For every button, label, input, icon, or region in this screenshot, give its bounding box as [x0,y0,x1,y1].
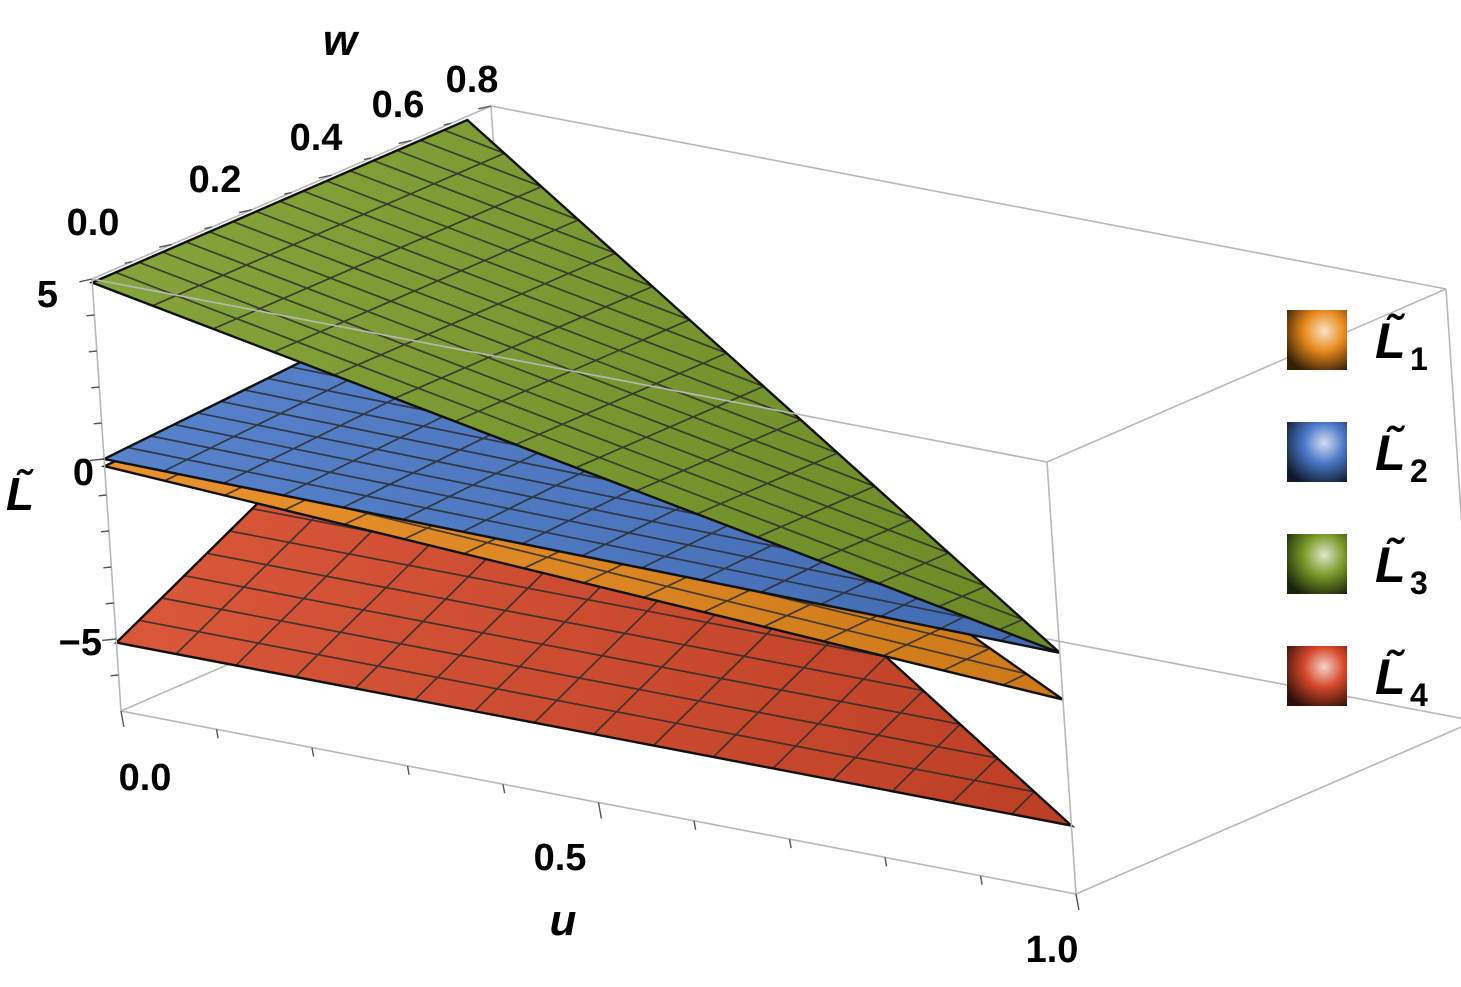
u-tick-mark [406,765,410,776]
legend-label: L̃ [1375,425,1406,481]
box-edge-back-right [1445,288,1461,525]
legend-item-l2: L̃ 2 [1287,422,1428,489]
z-tick-label-1: 0 [73,452,94,494]
surfaces [89,118,1076,828]
u-tick-mark [215,729,219,739]
z-tick-mark [90,458,105,462]
u-axis-title: u [550,896,577,945]
w-tick-mark [79,278,93,283]
legend-swatch [1287,310,1347,370]
z-tick-mark [102,638,117,642]
legend-item-l1: L̃ 1 [1287,310,1428,377]
w-tick-mark [124,261,133,264]
u-tick-label-0: 0.0 [119,757,172,799]
w-tick-mark [398,139,412,145]
box-edge-front-top [91,278,1048,463]
legend-swatch [1287,646,1347,706]
w-tick-mark [284,191,292,195]
w-tick-label-1: 0.2 [189,159,242,201]
u-tick-mark [979,875,983,885]
z-axis-title: L̃ [6,468,34,520]
legend-label: L̃ [1375,649,1406,705]
legend-swatch [1287,422,1347,482]
legend-swatch [1287,534,1347,594]
w-tick-mark [318,174,332,179]
w-tick-mark [159,243,172,248]
z-tick-mark [91,386,100,389]
box-edge-right-top [1046,288,1447,463]
legend-subscript: 1 [1410,341,1428,377]
u-tick-mark [788,838,792,849]
z-tick-mark [103,566,112,569]
legend-label: L̃ [1375,313,1406,369]
u-tick-mark [502,784,506,794]
w-tick-mark [363,157,372,161]
u-tick-mark [311,747,315,757]
u-tick-mark [1075,893,1080,911]
w-tick-label-2: 0.4 [290,117,343,159]
legend-subscript: 4 [1410,677,1428,713]
w-tick-label-4: 0.8 [446,59,499,101]
box-edge-right-bottom [1075,726,1461,895]
w-tick-mark [443,122,452,126]
z-tick-mark [110,674,119,677]
u-tick-mark [597,802,603,819]
z-tick-mark [93,422,102,425]
z-tick-label-2: −5 [59,622,102,664]
w-tick-label-0: 0.0 [67,202,120,244]
w-tick-mark [478,105,492,110]
z-tick-mark [86,314,95,317]
u-tick-mark [884,857,888,867]
u-tick-mark [120,710,125,728]
z-tick-mark [98,494,107,497]
z-tick-label-0: 5 [37,274,58,316]
legend: L̃ 1L̃ 2L̃ 3L̃ 4 [1287,310,1428,713]
w-tick-label-3: 0.6 [372,84,425,126]
box-edge-front-right [1046,461,1077,895]
legend-item-l4: L̃ 4 [1287,646,1428,713]
legend-subscript: 2 [1410,453,1428,489]
u-tick-label-2: 1.0 [1026,929,1079,971]
ticks [79,105,1080,911]
surface-l3-edge [89,118,1061,654]
legend-item-l3: L̃ 3 [1287,534,1428,601]
w-tick-mark [238,209,252,214]
w-tick-mark [204,226,212,230]
legend-subscript: 3 [1410,565,1428,601]
surface-l3-face [92,120,1060,653]
z-tick-mark [100,530,109,533]
box-edge-back-top [490,105,1447,290]
u-tick-mark [693,820,697,830]
legend-label: L̃ [1375,537,1406,593]
z-tick-mark [88,350,97,353]
w-axis-title: w [323,16,360,65]
u-tick-label-1: 0.5 [534,837,587,879]
z-tick-mark [105,602,114,605]
